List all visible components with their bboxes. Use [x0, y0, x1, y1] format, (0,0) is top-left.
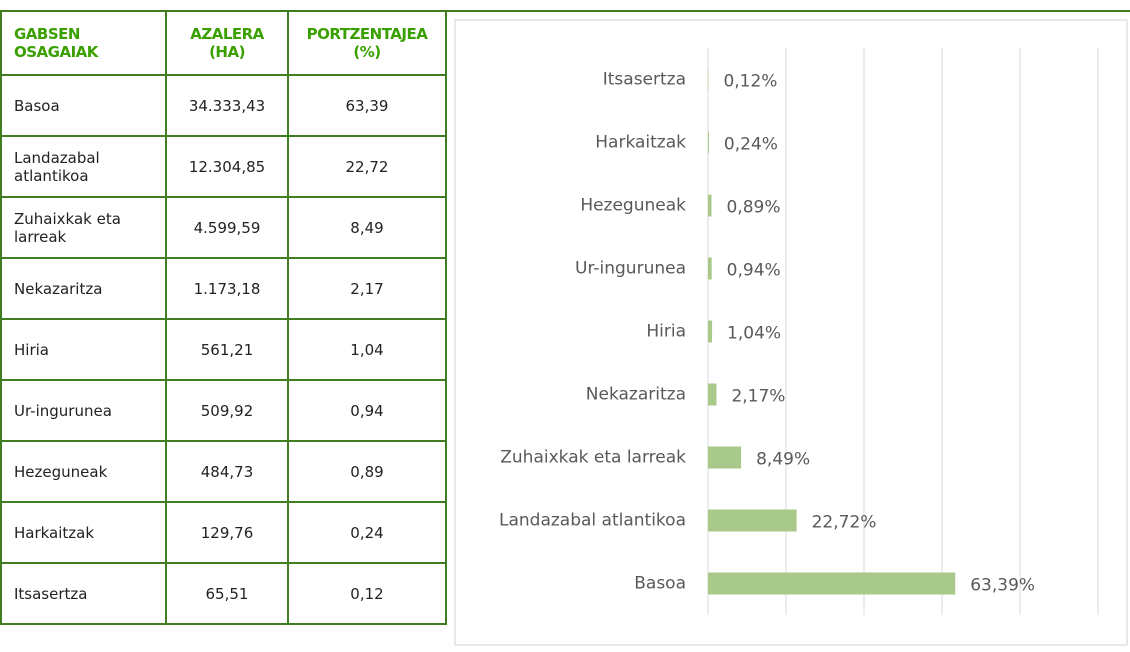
category-label: Nekazaritza	[586, 385, 686, 405]
value-label: 2,17%	[731, 387, 785, 407]
header-cell: GABSEN OSAGAIAK	[0, 10, 167, 76]
chart-frame	[454, 19, 1128, 646]
table-cell: Itsasertza	[0, 562, 167, 625]
table-cell: Harkaitzak	[0, 501, 167, 564]
table-row: Ur-ingurunea 509,92 0,94	[0, 379, 447, 442]
table-cell: Zuhaixkak eta larreak	[0, 196, 167, 259]
table-cell: 65,51	[165, 562, 289, 625]
table-cell: 2,17	[287, 257, 447, 320]
category-label: Landazabal atlantikoa	[499, 511, 686, 531]
table-cell: Ur-ingurunea	[0, 379, 167, 442]
table-row: Hezeguneak 484,73 0,89	[0, 440, 447, 503]
table-row: Nekazaritza 1.173,18 2,17	[0, 257, 447, 320]
table-cell: Nekazaritza	[0, 257, 167, 320]
category-label: Hezeguneak	[580, 196, 686, 216]
table-row: Itsasertza 65,51 0,12	[0, 562, 447, 625]
bar	[708, 509, 797, 532]
table-cell: 484,73	[165, 440, 289, 503]
table-cell: 0,12	[287, 562, 447, 625]
value-label: 22,72%	[812, 513, 877, 533]
table-cell: 0,89	[287, 440, 447, 503]
category-label: Itsasertza	[603, 70, 686, 90]
table-row: Hiria 561,21 1,04	[0, 318, 447, 381]
table-cell: 8,49	[287, 196, 447, 259]
table-cell: 0,24	[287, 501, 447, 564]
table-row: Zuhaixkak eta larreak 4.599,59 8,49	[0, 196, 447, 259]
table-cell: Hiria	[0, 318, 167, 381]
table-cell: 34.333,43	[165, 74, 289, 137]
value-label: 0,24%	[724, 135, 778, 155]
bar	[708, 383, 717, 406]
table-row: Basoa 34.333,43 63,39	[0, 74, 447, 137]
table-cell: 4.599,59	[165, 196, 289, 259]
data-table: GABSEN OSAGAIAK AZALERA (HA) PORTZENTAJEA …	[0, 10, 447, 625]
value-label: 0,89%	[726, 198, 780, 218]
bar	[708, 320, 713, 343]
header-row: GABSEN OSAGAIAK AZALERA (HA) PORTZENTAJEA …	[0, 10, 447, 76]
header-cell: AZALERA (HA)	[165, 10, 289, 76]
table-row: Harkaitzak 129,76 0,24	[0, 501, 447, 564]
value-label: 63,39%	[970, 576, 1035, 596]
table-cell: Hezeguneak	[0, 440, 167, 503]
header-cell: PORTZENTAJEA (%)	[287, 10, 447, 76]
table-cell: 0,94	[287, 379, 447, 442]
table-cell: 509,92	[165, 379, 289, 442]
table-row: Landazabal atlantikoa 12.304,85 22,72	[0, 135, 447, 198]
category-label: Basoa	[634, 574, 686, 594]
table-cell: 129,76	[165, 501, 289, 564]
category-label: Zuhaixkak eta larreak	[500, 448, 686, 468]
table-cell: 12.304,85	[165, 135, 289, 198]
value-label: 0,94%	[727, 261, 781, 281]
table-cell: Landazabal atlantikoa	[0, 135, 167, 198]
table-cell: 22,72	[287, 135, 447, 198]
table-cell: 63,39	[287, 74, 447, 137]
bar	[708, 131, 709, 154]
bar	[708, 572, 956, 595]
bar	[708, 446, 742, 469]
value-label: 0,12%	[723, 72, 777, 92]
table-cell: Basoa	[0, 74, 167, 137]
value-label: 1,04%	[727, 324, 781, 344]
category-label: Harkaitzak	[595, 133, 686, 153]
top-rule	[447, 10, 1130, 12]
bar	[708, 257, 712, 280]
category-label: Ur-ingurunea	[575, 259, 686, 279]
table-cell: 1,04	[287, 318, 447, 381]
table-cell: 1.173,18	[165, 257, 289, 320]
category-label: Hiria	[646, 322, 686, 342]
table-cell: 561,21	[165, 318, 289, 381]
bar	[708, 194, 712, 217]
value-label: 8,49%	[756, 450, 810, 470]
